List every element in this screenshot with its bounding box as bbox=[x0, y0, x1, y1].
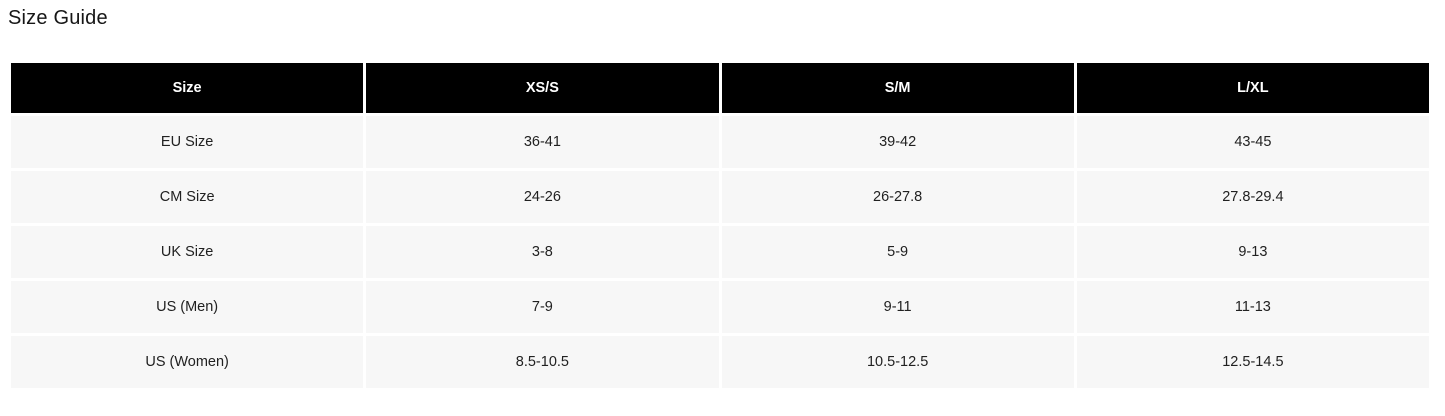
table-cell: 39-42 bbox=[718, 113, 1077, 171]
table-cell: 9-11 bbox=[718, 278, 1077, 336]
row-label: US (Women) bbox=[7, 333, 367, 391]
table-cell: 9-13 bbox=[1073, 223, 1433, 281]
table-header: Size XS/S S/M L/XL bbox=[7, 60, 1433, 116]
column-header-l-xl: L/XL bbox=[1073, 60, 1433, 116]
column-header-xs-s: XS/S bbox=[363, 60, 722, 116]
table-row-eu-size: EU Size 36-41 39-42 43-45 bbox=[7, 113, 1433, 171]
table-row-us-women: US (Women) 8.5-10.5 10.5-12.5 12.5-14.5 bbox=[7, 333, 1433, 391]
table-cell: 36-41 bbox=[363, 113, 722, 171]
table-cell: 27.8-29.4 bbox=[1073, 168, 1433, 226]
table-row-us-men: US (Men) 7-9 9-11 11-13 bbox=[7, 278, 1433, 336]
table-cell: 24-26 bbox=[363, 168, 722, 226]
row-label: EU Size bbox=[7, 113, 367, 171]
row-label: US (Men) bbox=[7, 278, 367, 336]
table-cell: 12.5-14.5 bbox=[1073, 333, 1433, 391]
column-header-s-m: S/M bbox=[718, 60, 1077, 116]
table-row-uk-size: UK Size 3-8 5-9 9-13 bbox=[7, 223, 1433, 281]
size-guide-table: Size XS/S S/M L/XL EU Size 36-41 39-42 4… bbox=[7, 60, 1433, 391]
table-cell: 7-9 bbox=[363, 278, 722, 336]
row-label: UK Size bbox=[7, 223, 367, 281]
page-title: Size Guide bbox=[8, 7, 108, 29]
column-header-size: Size bbox=[7, 60, 367, 116]
table-cell: 43-45 bbox=[1073, 113, 1433, 171]
table-cell: 11-13 bbox=[1073, 278, 1433, 336]
row-label: CM Size bbox=[7, 168, 367, 226]
header-row: Size XS/S S/M L/XL bbox=[7, 60, 1433, 116]
table-row-cm-size: CM Size 24-26 26-27.8 27.8-29.4 bbox=[7, 168, 1433, 226]
table-body: EU Size 36-41 39-42 43-45 CM Size 24-26 … bbox=[7, 113, 1433, 391]
table-cell: 8.5-10.5 bbox=[363, 333, 722, 391]
table-cell: 3-8 bbox=[363, 223, 722, 281]
table-cell: 26-27.8 bbox=[718, 168, 1077, 226]
table-cell: 5-9 bbox=[718, 223, 1077, 281]
table-cell: 10.5-12.5 bbox=[718, 333, 1077, 391]
